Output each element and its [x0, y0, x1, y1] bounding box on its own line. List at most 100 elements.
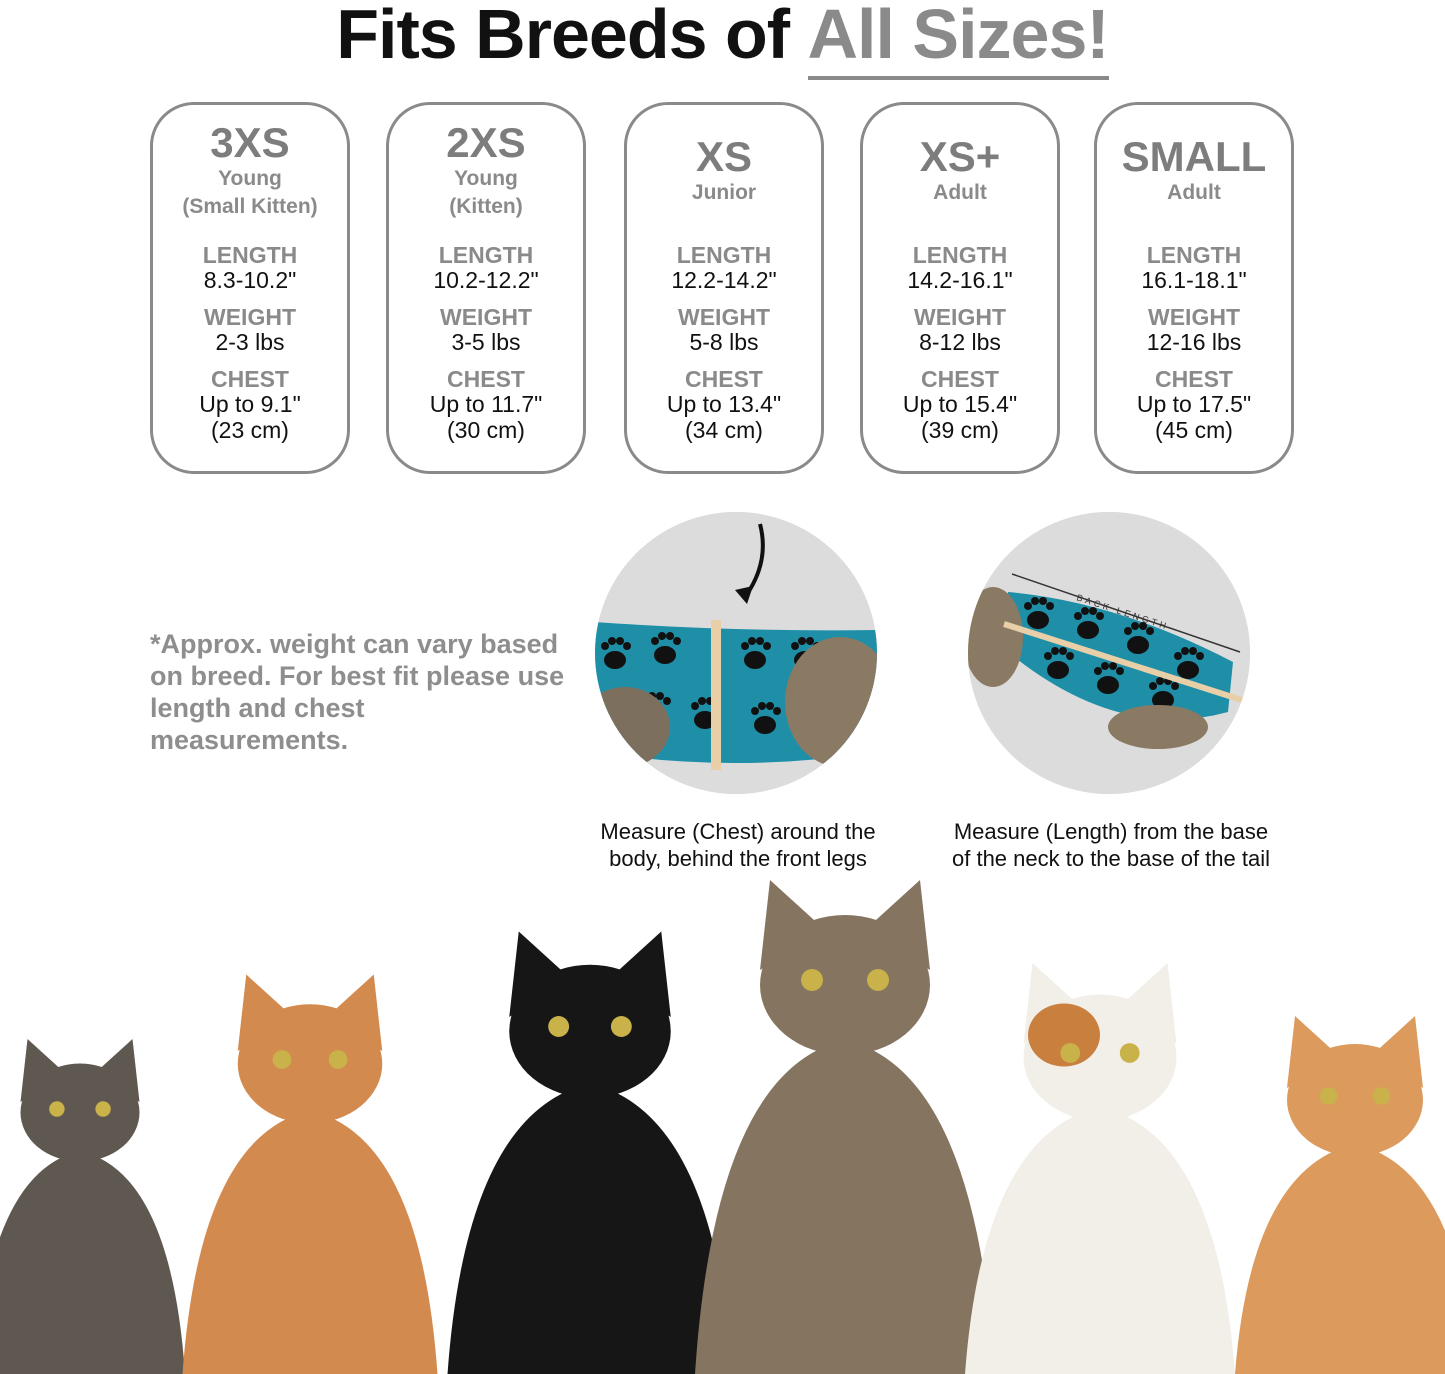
- size-card-xs: XS Junior LENGTH 12.2-14.2" WEIGHT 5-8 lbs CHE…: [624, 102, 824, 474]
- paw-print: [604, 651, 626, 669]
- length-caption-line: Measure (Length) from the base: [953, 819, 1269, 844]
- size-age: (Small Kitten): [182, 195, 318, 218]
- cat-eye: [867, 969, 889, 991]
- chest-cm-value: (23 cm): [211, 417, 289, 443]
- length-value: 10.2-12.2": [433, 267, 539, 293]
- cat-6: [1235, 1016, 1445, 1374]
- weight-label: WEIGHT: [1148, 304, 1240, 330]
- cat-eye: [1319, 1087, 1338, 1105]
- length-label: LENGTH: [912, 242, 1008, 268]
- cat-5: [965, 963, 1235, 1374]
- length-label: LENGTH: [1146, 242, 1242, 268]
- chest-caption-line: Measure (Chest) around the: [600, 819, 876, 844]
- chest-value: Up to 11.7": [429, 391, 543, 417]
- cat-3: [447, 931, 733, 1374]
- paw-print: [754, 716, 776, 734]
- chest-cm-value: (30 cm): [447, 417, 525, 443]
- card-header: SMALL Adult: [1097, 105, 1291, 231]
- weight-value: 12-16 lbs: [1146, 329, 1242, 355]
- cat-eye: [49, 1101, 65, 1117]
- cat-eye: [1372, 1087, 1391, 1105]
- weight-value: 3-5 lbs: [451, 329, 521, 355]
- chest-cm-value: (34 cm): [685, 417, 763, 443]
- title-main: Fits Breeds of: [336, 0, 790, 73]
- size-card-2xs: 2XS Young (Kitten) LENGTH 10.2-12.2" WEIGHT 3-…: [386, 102, 586, 474]
- length-caption: Measure (Length) from the base of the ne…: [920, 818, 1302, 872]
- chest-cm-value: (45 cm): [1155, 417, 1233, 443]
- paw-print: [1127, 636, 1149, 654]
- length-caption-line: of the neck to the base of the tail: [952, 846, 1270, 871]
- size-name: XS: [695, 133, 753, 180]
- weight-label: WEIGHT: [440, 304, 532, 330]
- length-value: 12.2-14.2": [671, 267, 777, 293]
- chest-value: Up to 15.4": [902, 391, 1018, 417]
- card-header: XS Junior: [627, 105, 821, 231]
- size-age: Junior: [691, 181, 757, 204]
- paw-print: [1152, 691, 1174, 709]
- paw-print: [694, 711, 716, 729]
- cat-eye: [1060, 1043, 1081, 1063]
- chest-value: Up to 13.4": [666, 391, 782, 417]
- cat-2: [182, 974, 438, 1374]
- length-value: 8.3-10.2": [203, 267, 297, 293]
- length-label: LENGTH: [676, 242, 772, 268]
- size-age: Adult: [1167, 181, 1221, 204]
- chest-caption-line: body, behind the front legs: [609, 846, 867, 871]
- cats-photo: [0, 880, 1445, 1374]
- size-name: XS+: [919, 133, 1001, 180]
- length-value: 16.1-18.1": [1141, 267, 1247, 293]
- chest-label: CHEST: [685, 366, 763, 392]
- weight-note: *Approx. weight can vary based on breed.…: [150, 629, 565, 755]
- chest-cm-value: (39 cm): [921, 417, 999, 443]
- paw-print: [1097, 676, 1119, 694]
- chest-value: Up to 9.1": [199, 391, 301, 417]
- size-name: SMALL: [1121, 133, 1267, 180]
- card-header: 3XS Young (Small Kitten): [153, 105, 347, 231]
- weight-value: 8-12 lbs: [919, 329, 1001, 355]
- page-title: Fits Breeds of All Sizes!: [0, 0, 1445, 80]
- cat-eye: [272, 1050, 292, 1069]
- weight-label: WEIGHT: [204, 304, 296, 330]
- length-label: LENGTH: [202, 242, 298, 268]
- size-age: Young: [454, 167, 518, 190]
- paw-print: [1077, 621, 1099, 639]
- length-measure-photo: BACK LENGTH: [968, 512, 1250, 794]
- weight-label: WEIGHT: [914, 304, 1006, 330]
- paw-print: [1027, 611, 1049, 629]
- chest-label: CHEST: [921, 366, 999, 392]
- chest-label: CHEST: [447, 366, 525, 392]
- cat-eye: [1119, 1043, 1140, 1063]
- size-name: 3XS: [210, 119, 290, 166]
- chest-label: CHEST: [1155, 366, 1233, 392]
- size-card-xs+: XS+ Adult LENGTH 14.2-16.1" WEIGHT 8-12 lbs CH…: [860, 102, 1060, 474]
- cat-eye: [548, 1016, 570, 1037]
- weight-value: 5-8 lbs: [689, 329, 759, 355]
- size-age: Adult: [933, 181, 987, 204]
- size-age: (Kitten): [449, 195, 523, 218]
- card-header: XS+ Adult: [863, 105, 1057, 231]
- chest-value: Up to 17.5": [1136, 391, 1252, 417]
- paw-print: [744, 651, 766, 669]
- length-value: 14.2-16.1": [907, 267, 1013, 293]
- cat-4: [695, 880, 995, 1374]
- chest-caption: Measure (Chest) around the body, behind …: [578, 818, 898, 872]
- cat-eye: [328, 1050, 348, 1069]
- paw-print: [654, 646, 676, 664]
- size-card-3xs: 3XS Young (Small Kitten) LENGTH 8.3-10.2" WEI…: [150, 102, 350, 474]
- length-label: LENGTH: [438, 242, 534, 268]
- cat-eye: [610, 1016, 632, 1037]
- card-header: 2XS Young (Kitten): [389, 105, 583, 231]
- size-card-small: SMALL Adult LENGTH 16.1-18.1" WEIGHT 12-16 lb…: [1094, 102, 1294, 474]
- cat-1: [0, 1039, 185, 1374]
- paw-print: [1047, 661, 1069, 679]
- size-age: Young: [218, 167, 282, 190]
- cat-eye: [95, 1101, 111, 1117]
- paw-print: [1177, 661, 1199, 679]
- cat-eye: [801, 969, 823, 991]
- title-accent: All Sizes!: [807, 0, 1110, 80]
- weight-value: 2-3 lbs: [215, 329, 285, 355]
- chest-label: CHEST: [211, 366, 289, 392]
- weight-label: WEIGHT: [678, 304, 770, 330]
- size-name: 2XS: [446, 119, 526, 166]
- chest-measure-photo: [595, 512, 877, 794]
